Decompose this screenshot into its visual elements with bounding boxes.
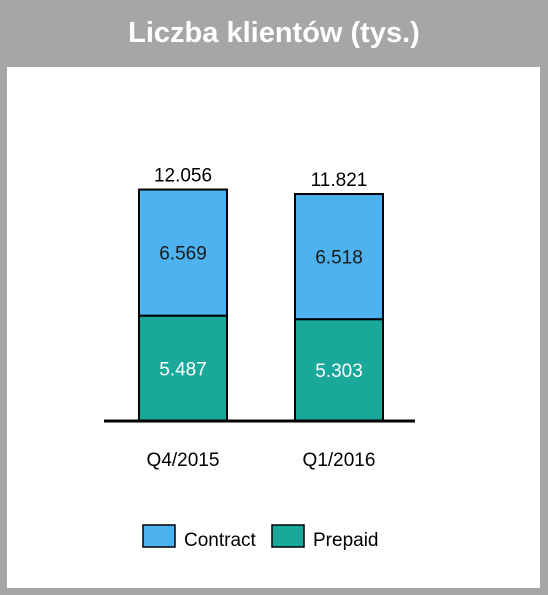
data-label-contract-0: 6.569 xyxy=(159,244,207,265)
data-label-contract-1: 6.518 xyxy=(315,248,363,269)
chart-panel xyxy=(7,67,540,588)
data-label-total-1: 11.821 xyxy=(311,170,368,191)
data-label-prepaid-0: 5.487 xyxy=(159,359,207,380)
x-tick-label-0: Q4/2015 xyxy=(147,450,220,471)
chart-title: Liczba klientów (tys.) xyxy=(128,16,420,49)
bar-prepaid-1 xyxy=(294,318,384,422)
legend-label-contract: Contract xyxy=(184,530,257,551)
legend-swatch-contract xyxy=(142,524,176,548)
legend-swatch-prepaid xyxy=(271,524,305,548)
data-label-prepaid-1: 5.303 xyxy=(315,361,363,382)
bar-contract-0 xyxy=(138,188,228,317)
bar-contract-1 xyxy=(294,193,384,321)
data-label-total-0: 12.056 xyxy=(154,166,212,187)
x-tick-label-1: Q1/2016 xyxy=(303,450,376,471)
chart-header: Liczba klientów (tys.) xyxy=(0,0,548,66)
legend-label-prepaid: Prepaid xyxy=(313,530,379,551)
